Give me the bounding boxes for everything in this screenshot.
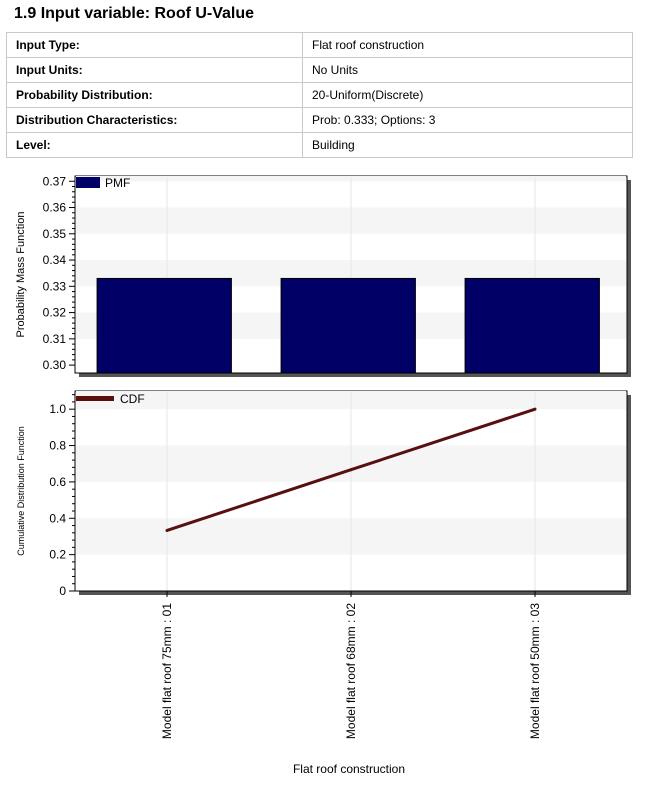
input-properties-table: Input Type: Flat roof construction Input… bbox=[6, 32, 633, 158]
legend-swatch bbox=[76, 396, 114, 401]
y-tick-label: 0.37 bbox=[43, 174, 67, 188]
property-label: Input Units: bbox=[6, 57, 303, 83]
y-tick-label: 0.31 bbox=[43, 332, 67, 346]
y-tick-label: 0 bbox=[59, 584, 66, 598]
x-tick-label: Model flat roof 75mm : 01 bbox=[160, 603, 174, 739]
y-tick-label: 1.0 bbox=[49, 402, 66, 416]
y-axis-title: Cumulative Distribution Function bbox=[16, 426, 26, 556]
y-tick-label: 0.35 bbox=[43, 227, 67, 241]
page-title: 1.9 Input variable: Roof U-Value bbox=[14, 5, 255, 22]
y-tick-label: 0.2 bbox=[49, 548, 66, 562]
pmf-bar bbox=[464, 277, 600, 374]
y-tick-label: 0.8 bbox=[49, 439, 66, 453]
cdf-point bbox=[165, 528, 169, 532]
y-tick-label: 0.6 bbox=[49, 475, 66, 489]
table-row: Level: Building bbox=[6, 132, 633, 158]
cdf-point bbox=[349, 468, 353, 472]
table-row: Input Units: No Units bbox=[6, 57, 633, 83]
legend-label: PMF bbox=[105, 176, 130, 190]
table-row: Distribution Characteristics: Prob: 0.33… bbox=[6, 107, 633, 133]
property-value: Flat roof construction bbox=[302, 32, 633, 58]
table-row: Input Type: Flat roof construction bbox=[6, 32, 633, 58]
property-value: Prob: 0.333; Options: 3 bbox=[302, 107, 633, 133]
y-tick-label: 0.34 bbox=[43, 253, 67, 267]
cdf-chart: 0 0.2 0.4 0.6 0.8 1.0 Cumulative Distribution … bbox=[16, 390, 631, 776]
pmf-bar bbox=[280, 277, 416, 374]
property-label: Distribution Characteristics: bbox=[6, 107, 303, 133]
pmf-chart: 0.30 0.31 0.32 0.33 0.34 0.35 0.36 0.37 Probabil… bbox=[15, 174, 631, 377]
y-tick-label: 0.36 bbox=[43, 201, 67, 215]
property-label: Input Type: bbox=[6, 32, 303, 58]
legend-swatch bbox=[76, 177, 100, 188]
x-axis-title: Flat roof construction bbox=[293, 762, 405, 776]
property-label: Level: bbox=[6, 132, 303, 158]
property-value: No Units bbox=[302, 57, 633, 83]
y-axis-title: Probability Mass Function bbox=[15, 212, 27, 338]
x-tick-label: Model flat roof 68mm : 02 bbox=[344, 603, 358, 739]
pmf-bar bbox=[96, 277, 232, 374]
y-tick-label: 0.4 bbox=[49, 511, 66, 525]
x-tick-label: Model flat roof 50mm : 03 bbox=[528, 603, 542, 739]
property-value: Building bbox=[302, 132, 633, 158]
cdf-point bbox=[533, 407, 537, 411]
y-tick-label: 0.32 bbox=[43, 306, 67, 320]
legend-label: CDF bbox=[120, 392, 145, 406]
table-row: Probability Distribution: 20-Uniform(Dis… bbox=[6, 82, 633, 108]
y-tick-label: 0.30 bbox=[43, 358, 67, 372]
y-tick-label: 0.33 bbox=[43, 279, 67, 293]
